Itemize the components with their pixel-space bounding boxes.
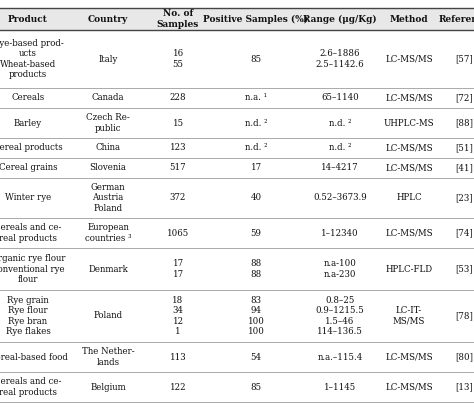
Text: 228: 228	[170, 94, 186, 103]
Text: 372: 372	[170, 193, 186, 202]
Text: Belgium: Belgium	[90, 382, 126, 391]
Text: Canada: Canada	[92, 94, 124, 103]
Text: Country: Country	[88, 14, 128, 23]
Text: 1–1145: 1–1145	[324, 382, 356, 391]
Text: China: China	[95, 144, 120, 153]
Text: QuEChERS-
UHPLC-
MS/MS: QuEChERS- UHPLC- MS/MS	[383, 408, 435, 409]
Text: Denmark: Denmark	[88, 265, 128, 274]
Text: No. of
Samples: No. of Samples	[157, 9, 199, 29]
Text: LC-MS/MS: LC-MS/MS	[385, 229, 433, 238]
Text: n.d. ²: n.d. ²	[245, 119, 267, 128]
Text: Winter rye: Winter rye	[5, 193, 51, 202]
Text: 14–4217: 14–4217	[321, 164, 359, 173]
Text: Slovenia: Slovenia	[90, 164, 127, 173]
Text: LC-IT-
MS/MS: LC-IT- MS/MS	[393, 306, 425, 326]
Text: 16
55: 16 55	[173, 49, 183, 69]
Text: Poland: Poland	[93, 312, 123, 321]
Text: 1065: 1065	[167, 229, 189, 238]
Text: 122: 122	[170, 382, 186, 391]
Text: German
Austria
Poland: German Austria Poland	[91, 183, 125, 213]
Text: [53]: [53]	[455, 265, 473, 274]
Text: Positive Samples (%): Positive Samples (%)	[203, 14, 309, 24]
Text: Cereal grains: Cereal grains	[0, 164, 57, 173]
Text: [23]: [23]	[455, 193, 473, 202]
Text: 2.6–1886
2.5–1142.6: 2.6–1886 2.5–1142.6	[316, 49, 365, 69]
Text: UHPLC-MS: UHPLC-MS	[383, 119, 434, 128]
Text: [41]: [41]	[455, 164, 473, 173]
Text: 88
88: 88 88	[250, 259, 262, 279]
Text: Cereals: Cereals	[11, 94, 45, 103]
Text: Italy: Italy	[98, 54, 118, 63]
Text: 65–1140: 65–1140	[321, 94, 359, 103]
Text: 54: 54	[250, 353, 262, 362]
Text: European
countries ³: European countries ³	[85, 223, 131, 243]
Text: HPLC: HPLC	[396, 193, 422, 202]
Text: n.d. ²: n.d. ²	[245, 144, 267, 153]
Text: Cereals and ce-
real products: Cereals and ce- real products	[0, 223, 62, 243]
Text: Rye-based prod-
ucts
Wheat-based
products: Rye-based prod- ucts Wheat-based product…	[0, 39, 64, 79]
Text: [80]: [80]	[455, 353, 473, 362]
Text: Method: Method	[390, 14, 428, 23]
Text: 40: 40	[250, 193, 262, 202]
Text: n.a-100
n.a-230: n.a-100 n.a-230	[324, 259, 356, 279]
Text: [78]: [78]	[455, 312, 473, 321]
Text: [13]: [13]	[455, 382, 473, 391]
Text: LC-MS/MS: LC-MS/MS	[385, 353, 433, 362]
Text: n.a. ¹: n.a. ¹	[245, 94, 267, 103]
Text: 17: 17	[250, 164, 262, 173]
Text: 113: 113	[170, 353, 186, 362]
Text: Reference: Reference	[438, 14, 474, 23]
Bar	[0, 8, 474, 30]
Text: 123: 123	[170, 144, 186, 153]
Text: [72]: [72]	[455, 94, 473, 103]
Text: LC-MS/MS: LC-MS/MS	[385, 144, 433, 153]
Text: n.d. ²: n.d. ²	[329, 119, 351, 128]
Text: [74]: [74]	[455, 229, 473, 238]
Text: Range (μg/Kg): Range (μg/Kg)	[303, 14, 377, 24]
Text: LC-MS/MS: LC-MS/MS	[385, 54, 433, 63]
Text: The Nether-
lands: The Nether- lands	[82, 347, 134, 367]
Text: n.a.–115.4: n.a.–115.4	[318, 353, 363, 362]
Text: Organic rye flour
Conventional rye
flour: Organic rye flour Conventional rye flour	[0, 254, 65, 284]
Text: 0.52–3673.9: 0.52–3673.9	[313, 193, 367, 202]
Text: Cereal-based food: Cereal-based food	[0, 353, 67, 362]
Text: 1–12340: 1–12340	[321, 229, 359, 238]
Text: 83
94
100
100: 83 94 100 100	[247, 296, 264, 336]
Text: Rye grain
Rye flour
Rye bran
Rye flakes: Rye grain Rye flour Rye bran Rye flakes	[6, 296, 50, 336]
Text: Cereals and ce-
real products: Cereals and ce- real products	[0, 377, 62, 397]
Text: LC-MS/MS: LC-MS/MS	[385, 94, 433, 103]
Text: Product: Product	[8, 14, 48, 23]
Text: [88]: [88]	[455, 119, 473, 128]
Text: [51]: [51]	[455, 144, 473, 153]
Text: Czech Re-
public: Czech Re- public	[86, 113, 130, 133]
Text: 517: 517	[170, 164, 186, 173]
Text: n.d. ²: n.d. ²	[329, 144, 351, 153]
Text: 0.8–25
0.9–1215.5
1.5–46
114–136.5: 0.8–25 0.9–1215.5 1.5–46 114–136.5	[316, 296, 365, 336]
Text: LC-MS/MS: LC-MS/MS	[385, 164, 433, 173]
Text: 18
34
12
1: 18 34 12 1	[173, 296, 183, 336]
Text: 17
17: 17 17	[173, 259, 183, 279]
Text: LC-MS/MS: LC-MS/MS	[385, 382, 433, 391]
Text: 85: 85	[250, 382, 262, 391]
Text: 15: 15	[173, 119, 183, 128]
Text: Barley: Barley	[14, 119, 42, 128]
Text: HPLC-FLD: HPLC-FLD	[385, 265, 433, 274]
Text: Cereal products: Cereal products	[0, 144, 63, 153]
Text: [57]: [57]	[455, 54, 473, 63]
Text: 85: 85	[250, 54, 262, 63]
Text: 59: 59	[250, 229, 262, 238]
